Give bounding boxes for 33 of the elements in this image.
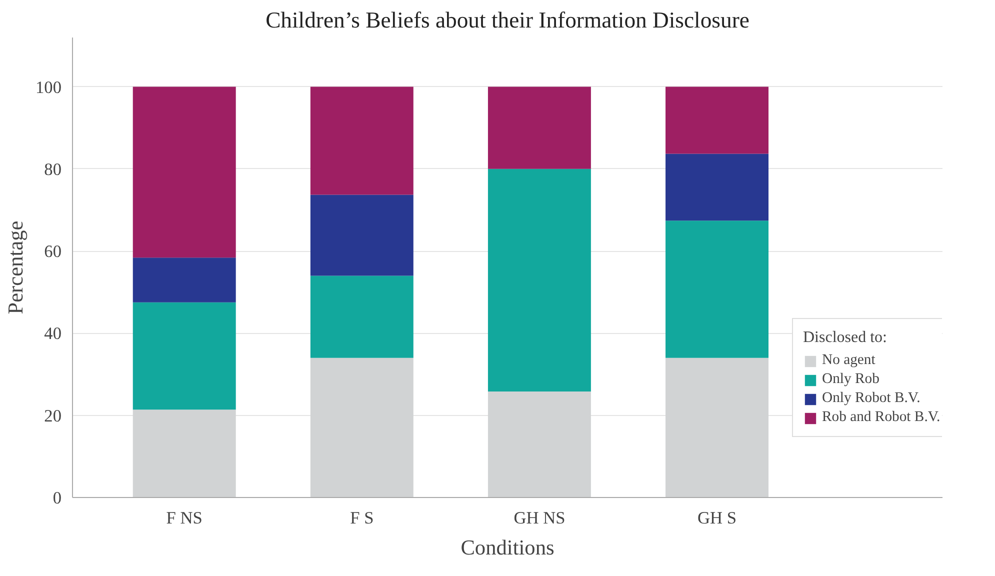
bar <box>666 154 768 221</box>
y-tick-label: 20 <box>44 406 62 426</box>
legend-label: Only Rob <box>822 371 880 388</box>
bar <box>132 86 236 258</box>
bar <box>132 302 236 410</box>
legend-title: Disclosed to: <box>803 329 888 347</box>
bar <box>132 258 236 302</box>
y-tick-label: 100 <box>36 78 62 97</box>
chart-title: Children’s Beliefs about their Information Disclosure <box>266 8 750 32</box>
bar <box>666 358 768 498</box>
bar <box>488 168 591 392</box>
legend-label: Rob and Robot B.V. <box>822 409 940 426</box>
bar <box>488 86 591 169</box>
bar <box>666 86 768 154</box>
x-tick-label: GH NS <box>514 508 566 528</box>
y-tick-label: 60 <box>44 242 62 262</box>
y-tick-label: 0 <box>52 488 62 508</box>
bar <box>310 86 414 195</box>
x-tick-label: F NS <box>166 508 202 528</box>
bar <box>666 220 768 358</box>
y-tick-label: 40 <box>44 324 62 344</box>
bar <box>310 358 414 498</box>
y-tick-label: 80 <box>44 160 62 179</box>
bar <box>488 392 591 498</box>
x-tick-label: F S <box>350 508 374 528</box>
legend-label: No agent <box>822 352 876 369</box>
bar <box>132 410 236 498</box>
y-axis-title: Percentage <box>4 220 28 314</box>
bar <box>310 276 414 358</box>
x-axis-title: Conditions <box>460 536 554 560</box>
x-tick-label: GH S <box>698 508 737 528</box>
bar <box>310 194 414 276</box>
legend-label: Only Robot B.V. <box>822 390 920 407</box>
